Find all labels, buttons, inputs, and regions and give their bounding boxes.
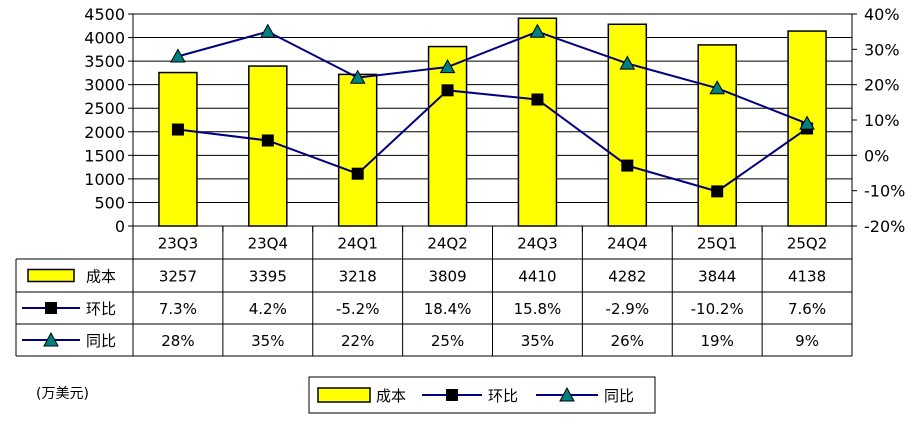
row-header-label: 同比 — [86, 332, 116, 350]
category-label: 24Q2 — [427, 235, 467, 253]
legend-label: 成本 — [376, 387, 406, 405]
yoy-line — [177, 30, 808, 125]
category-label: 25Q2 — [787, 235, 827, 253]
table-cell-value: 26% — [611, 332, 644, 350]
right-axis-tick-label: -20% — [864, 217, 905, 236]
table-cell-value: 3395 — [249, 268, 287, 286]
bar-cost — [337, 73, 378, 227]
table-cell-value: 9% — [795, 332, 819, 350]
table-cell-value: 35% — [521, 332, 554, 350]
unit-label: (万美元) — [36, 386, 89, 402]
table-cell-value: 35% — [251, 332, 284, 350]
row-key-square-marker — [45, 302, 57, 314]
left-axis-tick-label: 500 — [94, 193, 125, 212]
qoq-point — [711, 185, 724, 198]
table-cell-value: 4.2% — [249, 300, 287, 318]
category-label: 23Q3 — [158, 235, 198, 253]
plot-area — [132, 13, 853, 227]
bar-cost — [427, 45, 468, 227]
table-cell-value: 7.6% — [788, 300, 826, 318]
left-axis-tick-label: 3000 — [84, 76, 125, 95]
table-cell-value: 28% — [161, 332, 194, 350]
legend-label: 环比 — [488, 387, 518, 405]
table-cell-value: 3809 — [428, 268, 466, 286]
bar-cost — [517, 17, 558, 227]
left-axis-tick-label: 2000 — [84, 123, 125, 142]
legend-triangle-marker — [559, 386, 575, 402]
qoq-point — [261, 134, 274, 147]
right-axis-tick-label: 40% — [864, 5, 900, 24]
qoq-line — [177, 89, 808, 193]
category-label: 23Q4 — [248, 235, 288, 253]
category-label: 24Q4 — [607, 235, 647, 253]
yoy-point — [170, 48, 186, 63]
category-label: 24Q3 — [517, 235, 557, 253]
yoy-point — [529, 23, 546, 38]
qoq-point — [351, 167, 364, 180]
qoq-point — [621, 159, 634, 172]
table-cell-value: 15.8% — [514, 300, 562, 318]
legend-bar-swatch — [317, 387, 371, 403]
left-axis-tick-label: 1500 — [84, 146, 125, 165]
bar-cost — [607, 23, 648, 227]
row-header-label: 成本 — [86, 268, 116, 286]
table-cell-value: 4282 — [608, 268, 646, 286]
table-cell-value: -10.2% — [691, 300, 744, 318]
table-cell-value: 4138 — [788, 268, 826, 286]
left-axis-tick-label: 3500 — [84, 52, 125, 71]
yoy-point — [709, 80, 726, 95]
left-axis-tick-label: 1000 — [84, 170, 125, 189]
table-cell-value: 22% — [341, 332, 374, 350]
table-cell-value: 3218 — [339, 268, 377, 286]
left-axis-tick-label: 4500 — [84, 5, 125, 24]
row-header-label: 环比 — [86, 300, 116, 318]
legend-square-marker — [446, 389, 458, 401]
left-axis-tick-label: 2500 — [84, 99, 125, 118]
yoy-point — [439, 58, 456, 74]
table-cell-value: 19% — [701, 332, 734, 350]
row-key-bar-swatch — [27, 268, 75, 283]
legend-label: 同比 — [604, 387, 634, 405]
qoq-point — [441, 84, 454, 97]
table-cell-value: 3257 — [159, 268, 197, 286]
table-cell-value: 18.4% — [424, 300, 472, 318]
yoy-point — [259, 23, 276, 38]
right-axis-tick-label: -10% — [864, 182, 905, 201]
row-key-triangle-marker — [43, 331, 59, 347]
table-cell-value: 25% — [431, 332, 464, 350]
yoy-point — [349, 69, 366, 84]
qoq-point — [531, 93, 544, 106]
category-label: 24Q1 — [337, 235, 377, 253]
right-axis-tick-label: 30% — [864, 40, 900, 59]
right-axis-tick-label: 20% — [864, 76, 900, 95]
bar-cost — [158, 71, 198, 227]
table-cell-value: -5.2% — [336, 300, 380, 318]
table-cell-value: -2.9% — [606, 300, 650, 318]
right-axis-tick-label: 10% — [864, 111, 900, 130]
left-axis-tick-label: 4000 — [84, 29, 125, 48]
table-cell-value: 7.3% — [159, 300, 197, 318]
qoq-point — [171, 123, 184, 136]
category-label: 25Q1 — [697, 235, 737, 253]
left-axis-tick-label: 0 — [115, 217, 125, 236]
table-cell-value: 4410 — [518, 268, 556, 286]
yoy-point — [799, 115, 815, 130]
table-cell-value: 3844 — [698, 268, 736, 286]
right-axis-tick-label: 0% — [864, 146, 889, 165]
bar-cost — [697, 44, 737, 227]
yoy-point — [619, 55, 636, 70]
